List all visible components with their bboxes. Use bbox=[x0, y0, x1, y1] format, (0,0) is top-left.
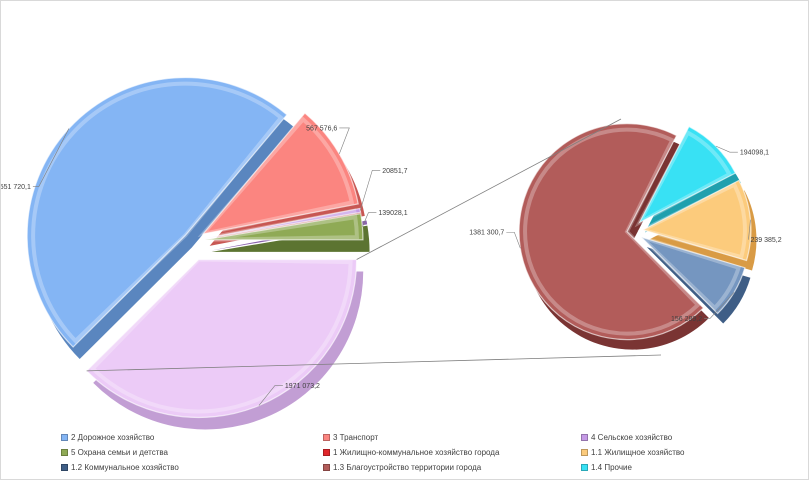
main-leader-4-сельское-хозяйство bbox=[359, 170, 381, 211]
secondary-leader-1-2-коммунальное-хозяйство bbox=[704, 292, 735, 319]
legend-item-1-4-прочие: 1.4 Прочие bbox=[581, 463, 632, 472]
main-leader-1-жилищно-коммунальное-хозяйство-города bbox=[258, 385, 283, 406]
legend-label: 1.4 Прочие bbox=[591, 463, 632, 472]
legend-label: 5 Охрана семьи и детства bbox=[71, 448, 168, 457]
secondary-slice-highlight-1-4-прочие bbox=[634, 129, 733, 228]
main-data-label-3-транспорт: 567 576,6 bbox=[306, 125, 337, 132]
legend-item-1-2-коммунальное-хозяйство: 1.2 Коммунальное хозяйство bbox=[61, 463, 179, 472]
legend-swatch bbox=[61, 464, 68, 471]
legend-label: 3 Транспорт bbox=[333, 433, 379, 442]
main-leader-5-охрана-семьи-и-детства bbox=[362, 212, 377, 227]
main-slice-3-транспорт bbox=[201, 112, 359, 235]
secondary-leader-1-1-жилищное-хозяйство bbox=[748, 219, 751, 240]
legend-item-1-жилищно-коммунальное-хозяйство-города: 1 Жилищно-коммунальное хозяйство города bbox=[323, 448, 499, 457]
main-data-label-2-дорожное-хозяйство: 2551 720,1 bbox=[1, 184, 31, 191]
secondary-leader-1-4-прочие bbox=[715, 145, 738, 153]
legend-label: 1.1 Жилищное хозяйство bbox=[591, 448, 685, 457]
legend-swatch bbox=[323, 464, 330, 471]
connector-line-bottom bbox=[86, 354, 662, 372]
secondary-leader-1-3-благоустройство-территории-города bbox=[506, 231, 521, 249]
legend-item-4-сельское-хозяйство: 4 Сельское хозяйство bbox=[581, 433, 672, 442]
legend-swatch bbox=[61, 449, 68, 456]
secondary-data-label-1-3-благоустройство-территории-города: 1381 300,7 bbox=[469, 230, 504, 237]
secondary-slice-highlight-1-2-коммунальное-хозяйство bbox=[639, 235, 742, 311]
legend-swatch bbox=[581, 449, 588, 456]
main-slice-highlight-3-транспорт bbox=[197, 116, 355, 238]
main-slice-1-жилищно-коммунальное-хозяйство-города bbox=[85, 258, 358, 419]
main-leader-3-транспорт bbox=[339, 127, 350, 155]
main-slice-5-охрана-семьи-и-детства bbox=[204, 212, 364, 241]
legend-item-2-дорожное-хозяйство: 2 Дорожное хозяйство bbox=[61, 433, 154, 442]
legend-label: 2 Дорожное хозяйство bbox=[71, 433, 155, 442]
main-slice-highlight-2-дорожное-хозяйство bbox=[31, 81, 284, 344]
legend-item-1-3-благоустройство-территории-города: 1.3 Благоустройство территории города bbox=[323, 463, 481, 472]
main-leader-2-дорожное-хозяйство bbox=[32, 128, 70, 187]
legend-label: 1.2 Коммунальное хозяйство bbox=[71, 463, 179, 472]
legend-swatch bbox=[323, 434, 330, 441]
secondary-slice-1-1-жилищное-хозяйство bbox=[641, 179, 752, 262]
legend-item-1-1-жилищное-хозяйство: 1.1 Жилищное хозяйство bbox=[581, 448, 684, 457]
main-slice-4-сельское-хозяйство bbox=[204, 207, 362, 240]
main-slice-highlight-5-охрана-семьи-и-детства bbox=[204, 215, 359, 242]
secondary-slice-highlight-1-1-жилищное-хозяйство bbox=[637, 182, 747, 260]
main-slice-highlight-1-жилищно-коммунальное-хозяйство-города bbox=[89, 257, 353, 414]
legend-label: 1.3 Благоустройство территории города bbox=[333, 463, 482, 472]
legend-label: 1 Жилищно-коммунальное хозяйство города bbox=[333, 448, 500, 457]
legend-label: 4 Сельское хозяйство bbox=[591, 433, 673, 442]
secondary-slice-highlight-1-3-благоустройство-территории-города bbox=[523, 127, 701, 336]
legend-swatch bbox=[61, 434, 68, 441]
secondary-data-label-1-2-коммунальное-хозяйство: 156 289,2 bbox=[671, 316, 702, 323]
main-data-label-1-жилищно-коммунальное-хозяйство-города: 1971 073,2 bbox=[285, 383, 320, 390]
legend-swatch bbox=[581, 464, 588, 471]
main-data-label-5-охрана-семьи-и-детства: 139028,1 bbox=[378, 210, 407, 217]
secondary-slice-1-3-благоустройство-территории-города bbox=[518, 123, 705, 341]
main-slice-highlight-4-сельское-хозяйство bbox=[204, 208, 357, 241]
legend-item-3-транспорт: 3 Транспорт bbox=[323, 433, 378, 442]
connector-line-top bbox=[356, 118, 622, 260]
legend-swatch bbox=[323, 449, 330, 456]
legend-swatch bbox=[581, 434, 588, 441]
secondary-data-label-1-4-прочие: 194098,1 bbox=[740, 150, 769, 157]
main-data-label-4-сельское-хозяйство: 20851,7 bbox=[382, 168, 407, 175]
legend-item-5-охрана-семьи-и-детства: 5 Охрана семьи и детства bbox=[61, 448, 168, 457]
secondary-data-label-1-1-жилищное-хозяйство: 239 385,2 bbox=[750, 237, 781, 244]
